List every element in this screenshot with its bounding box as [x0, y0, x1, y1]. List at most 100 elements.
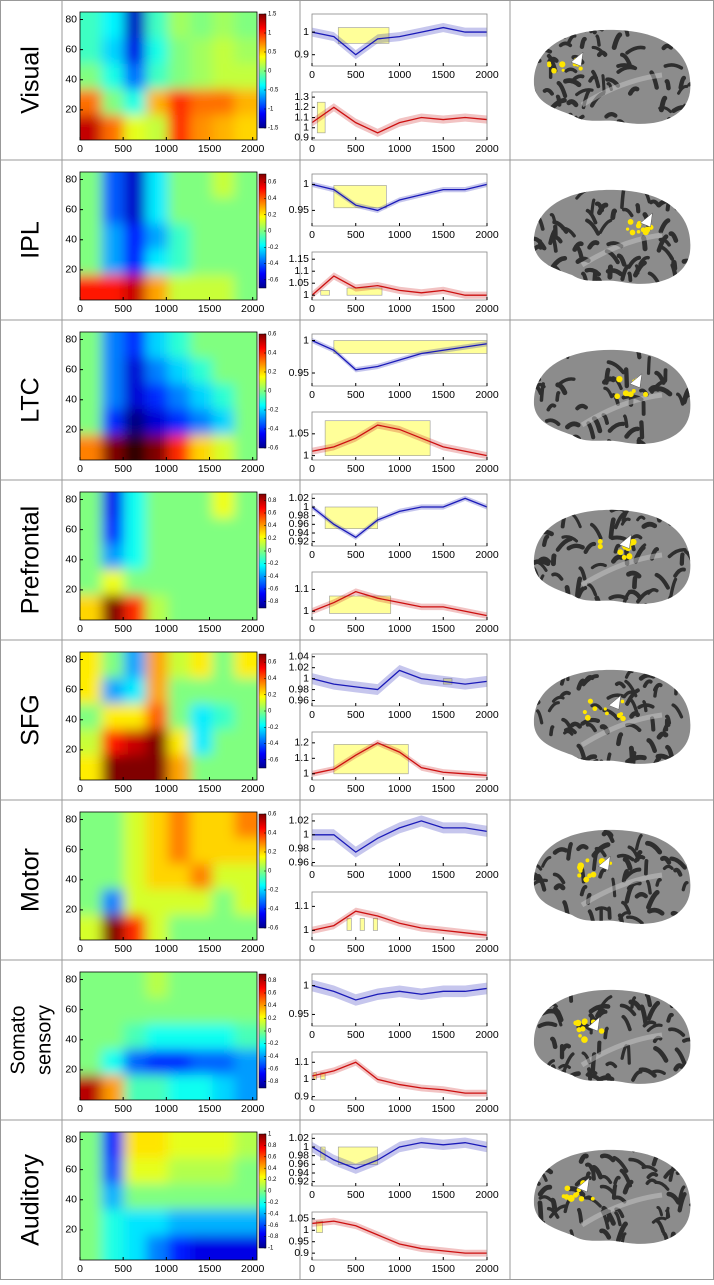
sulcus [599, 53, 605, 55]
heatmap-cell [190, 703, 213, 730]
y-tick-label: 1.02 [289, 492, 310, 504]
heatmap-cell [168, 703, 191, 730]
heatmap-cell [102, 1048, 125, 1075]
y-tick-label: 1.1 [294, 1056, 309, 1068]
y-tick-label: 1 [303, 1073, 309, 1085]
activation-spot [630, 230, 636, 236]
y-tick-label: 1.1 [294, 900, 309, 912]
x-tick-label: 1500 [432, 869, 456, 881]
colorbar-tick-label: 0.2 [268, 850, 277, 856]
activation-spot [622, 555, 627, 560]
y-tick-label: 20 [65, 264, 77, 276]
heatmap-cell [168, 543, 191, 570]
colorbar-tick-label: -0.2 [268, 1200, 279, 1206]
x-tick-label: 1500 [432, 1029, 456, 1041]
x-tick-label: 500 [347, 943, 365, 955]
y-tick-label: 40 [65, 714, 77, 726]
activation-spot [630, 539, 636, 545]
sulcus [644, 524, 655, 526]
x-tick-label: 500 [347, 1103, 365, 1115]
heatmap-cell [190, 568, 213, 595]
x-tick-label: 1000 [388, 463, 412, 475]
y-tick-label: 1.05 [289, 428, 310, 440]
x-tick-label: 2000 [475, 1103, 499, 1115]
y-tick-label: 80 [65, 333, 77, 345]
sulcus [589, 1069, 590, 1079]
y-tick-label: 80 [65, 973, 77, 985]
x-tick-label: 0 [77, 303, 83, 315]
x-tick-label: 500 [347, 623, 365, 635]
y-tick-label: 1.02 [289, 815, 310, 827]
x-tick-label: 2000 [475, 1029, 499, 1041]
x-tick-label: 1000 [388, 69, 412, 81]
activation-spot [581, 1036, 588, 1043]
heatmap-cell [190, 1023, 213, 1050]
colorbar-tick-label: 0.6 [268, 180, 277, 186]
y-tick-label: 60 [65, 363, 77, 375]
heatmap-cell [124, 863, 147, 890]
colorbar-tick-label: 0.4 [268, 1003, 277, 1009]
y-tick-label: 40 [65, 554, 77, 566]
row-label: sensory [33, 1005, 55, 1075]
heatmap-cell [190, 543, 213, 570]
heatmap-cell [190, 223, 213, 250]
activation-spot [599, 1028, 605, 1034]
y-tick-label: 1 [303, 26, 309, 38]
y-tick-label: 80 [65, 653, 77, 665]
x-tick-label: 1500 [432, 943, 456, 955]
x-tick-label: 500 [114, 463, 132, 475]
heatmap-cells [68, 0, 269, 152]
colorbar-tick-label: -0.4 [268, 574, 279, 580]
heatmap-cell [146, 517, 169, 544]
colorbar-tick-label: 0.2 [268, 212, 277, 218]
heatmap-cell [146, 837, 169, 864]
sulcus [599, 1078, 612, 1080]
colorbar-tick-label: 1.5 [268, 12, 277, 18]
x-tick-label: 1500 [198, 1263, 222, 1275]
sulcus [667, 81, 669, 88]
sulcus [552, 1200, 554, 1207]
y-tick-label: 1.3 [294, 91, 309, 103]
heatmap-cell [124, 677, 147, 704]
x-tick-label: 0 [309, 1189, 315, 1201]
heatmap-cell [102, 1023, 125, 1050]
heatmap-cell [212, 1023, 235, 1050]
heatmap-cell [146, 543, 169, 570]
x-tick-label: 500 [347, 709, 365, 721]
heatmap-cell [102, 863, 125, 890]
significance-box [347, 918, 351, 930]
heatmap-cell [146, 1023, 169, 1050]
y-tick-label: 0.9 [294, 1247, 309, 1259]
y-tick-label: 40 [65, 1034, 77, 1046]
activation-spot [568, 1195, 575, 1202]
x-tick-label: 2000 [475, 709, 499, 721]
sulcus [622, 190, 624, 207]
colorbar-tick-label: -0.8 [268, 599, 279, 605]
heatmap-cell [124, 63, 147, 90]
x-tick-label: 500 [347, 1029, 365, 1041]
colorbar-tick-label: -0.6 [268, 277, 279, 283]
activation-spot [621, 700, 625, 704]
row-label: SFG [17, 694, 45, 745]
heatmap [68, 1120, 269, 1272]
heatmap-cell [168, 1157, 191, 1184]
heatmap-cell [124, 888, 147, 915]
x-tick-label: 500 [114, 1263, 132, 1275]
x-tick-label: 0 [309, 463, 315, 475]
heatmap-cells [68, 1120, 269, 1272]
y-tick-label: 0.9 [294, 132, 309, 144]
colorbar-tick-label: 0.4 [268, 1166, 277, 1172]
x-tick-label: 500 [347, 463, 365, 475]
y-tick-label: 1 [303, 334, 309, 346]
heatmap-cell [212, 37, 235, 64]
sulcus [629, 573, 640, 576]
x-tick-label: 0 [77, 783, 83, 795]
heatmap-cell [102, 568, 125, 595]
heatmap-cell [190, 1157, 213, 1184]
heatmap-cell [124, 357, 147, 384]
y-tick-label: 0.9 [294, 48, 309, 60]
sulcus [611, 520, 614, 537]
activation-spot [562, 69, 565, 72]
activation-spot [588, 699, 593, 704]
